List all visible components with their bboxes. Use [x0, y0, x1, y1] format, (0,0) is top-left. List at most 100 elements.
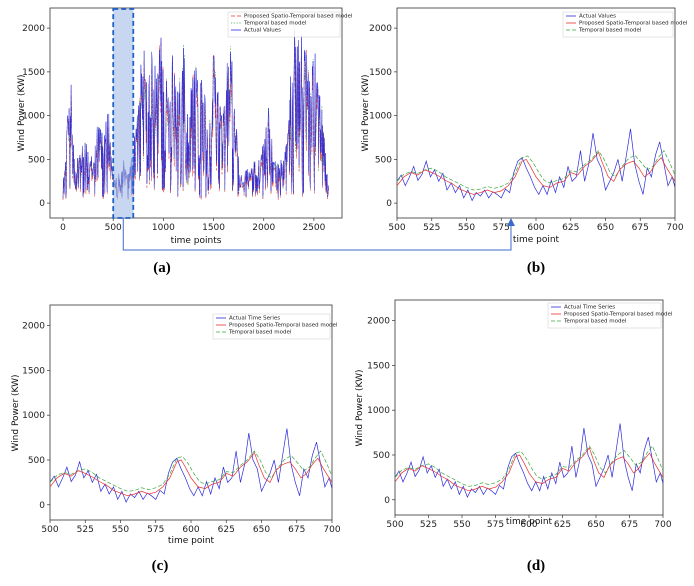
y-tick-label: 2000 — [22, 24, 45, 34]
x-tick-label: 525 — [77, 525, 94, 535]
x-tick-label: 650 — [587, 520, 604, 530]
y-tick-label: 1500 — [367, 361, 390, 371]
y-axis-ticks: 0 500 1000 1500 2000 — [369, 24, 397, 209]
y-tick-label: 500 — [28, 456, 45, 466]
panel-label-c: (c) — [152, 558, 169, 574]
legend-frame — [227, 11, 341, 38]
x-tick-label: 550 — [458, 223, 475, 233]
y-tick-label: 2000 — [369, 24, 392, 34]
x-tick-label: 550 — [453, 520, 470, 530]
x-tick-label: 700 — [654, 520, 671, 530]
x-tick-label: 625 — [554, 520, 571, 530]
y-tick-label: 1000 — [22, 411, 45, 421]
legend-label: Actual Values — [244, 28, 281, 34]
legend-label: Actual Time Series — [229, 316, 280, 322]
series-spatio — [397, 151, 675, 195]
y-axis-label: Wind Power (KW) — [355, 369, 365, 446]
panel-label-a: (a) — [153, 260, 171, 276]
x-tick-label: 675 — [632, 223, 649, 233]
x-tick-label: 2500 — [302, 223, 325, 233]
legend-label: Actual Values — [579, 14, 616, 20]
series-actual — [395, 423, 663, 498]
y-tick-label: 0 — [39, 501, 45, 511]
y-tick-label: 1500 — [22, 68, 45, 78]
x-axis-label: time point — [506, 517, 553, 527]
legend-label: Proposed Spatio-Temporal based model — [229, 323, 338, 329]
x-tick-label: 625 — [218, 525, 235, 535]
x-axis-ticks: 500 525 550 575 600 625 650 675 700 — [386, 515, 672, 530]
x-tick-label: 600 — [520, 520, 537, 530]
x-tick-label: 700 — [323, 525, 340, 535]
x-axis-ticks: 500 525 550 575 600 625 650 675 700 — [388, 218, 684, 233]
y-tick-label: 0 — [386, 199, 392, 209]
legend-frame — [547, 302, 662, 329]
y-axis-label: Wind Power (KW) — [11, 374, 21, 451]
series-temporal — [397, 149, 675, 191]
x-tick-label: 550 — [112, 525, 129, 535]
legend-label: Proposed Spatio-Temporal based model — [579, 21, 688, 27]
legend-label: Proposed Spatio-Temporal based model — [244, 14, 353, 20]
y-tick-label: 1000 — [369, 112, 392, 122]
x-tick-label: 600 — [182, 525, 199, 535]
panel-b: 500 525 550 575 600 625 650 675 700 0 500 1000 1500… — [361, 7, 688, 276]
x-axis-ticks: 0 500 1000 1500 2000 2500 — [60, 218, 326, 233]
legend-label: Temporal based model — [578, 28, 642, 34]
y-tick-label: 1000 — [367, 406, 390, 416]
y-tick-label: 2000 — [22, 322, 45, 332]
panel-c: 500 525 550 575 600 625 650 675 700 0 500 1000 1500… — [11, 304, 341, 574]
x-tick-label: 500 — [41, 525, 58, 535]
series-spatio — [50, 452, 332, 497]
y-axis-ticks: 0 500 1000 1500 2000 — [22, 24, 50, 209]
x-tick-label: 525 — [423, 223, 440, 233]
y-tick-label: 500 — [373, 451, 390, 461]
x-tick-label: 700 — [666, 223, 683, 233]
legend-label: Temporal based model — [243, 21, 307, 27]
x-tick-label: 500 — [105, 223, 122, 233]
x-tick-label: 575 — [487, 520, 504, 530]
x-tick-label: 675 — [621, 520, 638, 530]
x-tick-label: 625 — [562, 223, 579, 233]
x-tick-label: 600 — [527, 223, 544, 233]
y-tick-label: 1500 — [369, 68, 392, 78]
zoom-connector — [122, 218, 515, 251]
series-temporal — [50, 450, 332, 492]
panel-label-d: (d) — [527, 558, 545, 574]
series-actual — [50, 428, 332, 503]
legend: Proposed Spatio-Temporal based modelTemp… — [227, 11, 353, 38]
x-tick-label: 675 — [288, 525, 305, 535]
y-tick-label: 1500 — [22, 366, 45, 376]
y-axis-label: Wind Power (KW) — [17, 74, 27, 151]
x-tick-label: 2000 — [252, 223, 275, 233]
series-spatio — [395, 447, 663, 492]
x-axis-label: time point — [513, 235, 560, 245]
y-axis-label: Wind Power (KW) — [361, 74, 371, 151]
x-tick-label: 650 — [597, 223, 614, 233]
x-axis-ticks: 500 525 550 575 600 625 650 675 700 — [41, 520, 341, 535]
x-tick-label: 650 — [253, 525, 270, 535]
series-actual — [397, 128, 675, 202]
x-tick-label: 575 — [147, 525, 164, 535]
legend-frame — [212, 313, 331, 340]
y-tick-label: 0 — [384, 496, 390, 506]
panel-label-b: (b) — [527, 260, 545, 276]
x-tick-label: 0 — [60, 223, 66, 233]
x-tick-label: 500 — [388, 223, 405, 233]
highlight-region — [112, 8, 135, 219]
panel-d: 500 525 550 575 600 625 650 675 700 0 500 1000 1500… — [355, 299, 673, 574]
y-tick-label: 500 — [375, 155, 392, 165]
x-tick-label: 1000 — [152, 223, 175, 233]
panel-a: 0 500 1000 1500 2000 2500 0 500 1000 1500 2000 ti… — [17, 7, 353, 276]
x-tick-label: 525 — [420, 520, 437, 530]
legend-label: Temporal based model — [563, 319, 627, 325]
legend-label: Proposed Spatio-Temporal based model — [564, 312, 673, 318]
y-axis-ticks: 0 500 1000 1500 2000 — [367, 317, 395, 506]
x-axis-label: time points — [171, 236, 222, 246]
y-tick-label: 500 — [28, 155, 45, 165]
legend-label: Temporal based model — [228, 330, 292, 336]
legend-label: Actual Time Series — [564, 305, 615, 311]
series-temporal — [395, 445, 663, 487]
y-tick-label: 1000 — [22, 112, 45, 122]
